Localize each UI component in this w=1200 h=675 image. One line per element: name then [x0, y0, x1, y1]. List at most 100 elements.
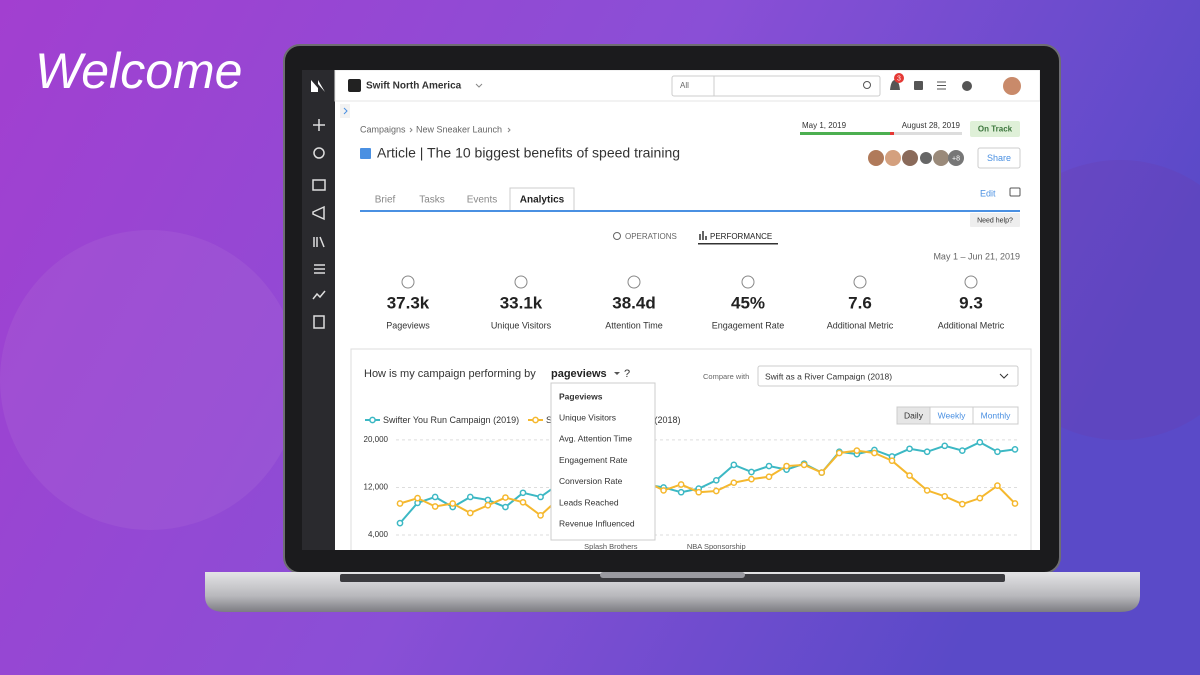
compare-caret [999, 373, 1009, 379]
tab[interactable]: Analytics [520, 195, 565, 206]
metric-dropdown [550, 382, 656, 541]
series-point [958, 500, 966, 508]
workspace-caret[interactable] [475, 83, 483, 88]
icon-list[interactable] [314, 264, 325, 274]
avatar[interactable] [920, 152, 932, 164]
icon-library[interactable] [313, 236, 325, 248]
avatar-more[interactable] [948, 150, 964, 166]
search-icon[interactable] [863, 81, 871, 89]
edit-link[interactable]: Edit [980, 188, 996, 198]
icon-calendar[interactable] [312, 179, 326, 191]
tab[interactable]: Tasks [419, 195, 445, 206]
icon-help[interactable] [962, 81, 972, 91]
series-point [431, 493, 439, 501]
expand-toggle[interactable] [340, 104, 350, 118]
dropdown-option[interactable]: Conversion Rate [559, 476, 623, 486]
timeline-end: August 28, 2019 [902, 121, 961, 130]
dropdown-option[interactable]: Engagement Rate [559, 455, 628, 465]
series-point [730, 479, 738, 487]
app-screen: 4,000 12,000 20,000 Swifter You Run Campaig… [302, 70, 1040, 551]
icon-analytics[interactable] [312, 290, 326, 300]
metric-label: Pageviews [386, 320, 430, 330]
avatar[interactable] [868, 150, 884, 166]
user-avatar[interactable] [1003, 77, 1021, 95]
metric-icon [853, 275, 867, 289]
dropdown-option[interactable]: Revenue Influenced [559, 518, 635, 528]
chart-metric[interactable]: pageviews [551, 368, 607, 380]
series-point [976, 438, 984, 446]
metric-value: 38.4d [612, 293, 655, 312]
metric-value: 33.1k [500, 293, 543, 312]
series-point [502, 494, 509, 501]
icon-add[interactable] [313, 119, 325, 131]
dropdown-option[interactable]: Avg. Attention Time [559, 434, 632, 444]
expand-chevron [343, 107, 348, 115]
metric-icon [514, 275, 528, 289]
background-blur [0, 230, 300, 530]
metric-label: Unique Visitors [491, 320, 552, 330]
metric-value: 9.3 [959, 293, 983, 312]
dropdown-option[interactable]: Unique Visitors [559, 412, 616, 422]
series-point [906, 472, 913, 479]
view-toggle[interactable]: PERFORMANCE [710, 232, 772, 241]
breadcrumb[interactable]: New Sneaker Launch [416, 124, 502, 134]
compare-select[interactable] [757, 365, 1019, 387]
comment-icon[interactable] [1009, 187, 1021, 197]
granularity-label[interactable]: Daily [904, 410, 924, 420]
tab[interactable]: Events [467, 195, 498, 206]
granularity-label[interactable]: Weekly [938, 410, 966, 420]
series-point [695, 488, 703, 496]
legend-swatch-dot [369, 416, 376, 424]
series-point [519, 489, 527, 497]
icon-campaign[interactable] [312, 205, 325, 221]
series-point [712, 476, 720, 484]
hinge-notch [600, 572, 745, 578]
series-point [976, 494, 984, 502]
date-range: May 1 – Jun 21, 2019 [933, 251, 1020, 261]
breadcrumb[interactable]: Campaigns [360, 124, 406, 134]
annotation: NBA Sponsorship [687, 542, 746, 551]
series-point [783, 462, 790, 470]
series-point [818, 469, 826, 476]
series-point [537, 493, 544, 501]
view-toggle[interactable]: OPERATIONS [625, 232, 677, 241]
performance-icon [699, 231, 707, 240]
dropdown-option[interactable]: Leads Reached [559, 497, 619, 507]
series-point [923, 487, 931, 494]
search-box[interactable] [671, 75, 881, 97]
metric-label: Attention Time [605, 320, 663, 330]
metric-label: Engagement Rate [712, 320, 785, 330]
icon-ideas[interactable] [313, 147, 325, 159]
series-point [853, 447, 861, 454]
series-point [906, 445, 913, 453]
granularity-label[interactable]: Monthly [981, 410, 1012, 420]
status-pill [970, 121, 1020, 137]
icon-tasks[interactable] [937, 81, 946, 90]
search-scope[interactable]: All [680, 81, 689, 90]
granularity-button[interactable] [972, 406, 1019, 425]
series-point [835, 449, 843, 457]
legend-label[interactable]: Swifter You Run Campaign (2019) [383, 415, 519, 425]
series-point [748, 475, 755, 483]
dropdown-option[interactable]: Pageviews [559, 391, 603, 401]
series-point [660, 487, 667, 494]
avatar[interactable] [885, 150, 901, 166]
share-button[interactable] [977, 147, 1021, 169]
sidebar-icons [312, 119, 326, 329]
series-point [765, 473, 773, 481]
metric-icon [627, 275, 641, 289]
avatars [868, 150, 964, 166]
need-help-tag[interactable] [970, 213, 1020, 227]
series-point [519, 498, 527, 506]
avatar[interactable] [902, 150, 918, 166]
series-point [396, 519, 404, 527]
metric-caret[interactable] [614, 372, 620, 375]
avatar[interactable] [933, 150, 949, 166]
icon-inbox[interactable] [914, 81, 923, 90]
icon-docs[interactable] [313, 315, 325, 329]
workspace-name[interactable]: Swift North America [366, 81, 462, 92]
need-help[interactable]: Need help? [977, 217, 1013, 224]
y-tick-label: 12,000 [364, 483, 389, 492]
series-point [449, 500, 457, 507]
tab[interactable]: Brief [375, 195, 396, 206]
